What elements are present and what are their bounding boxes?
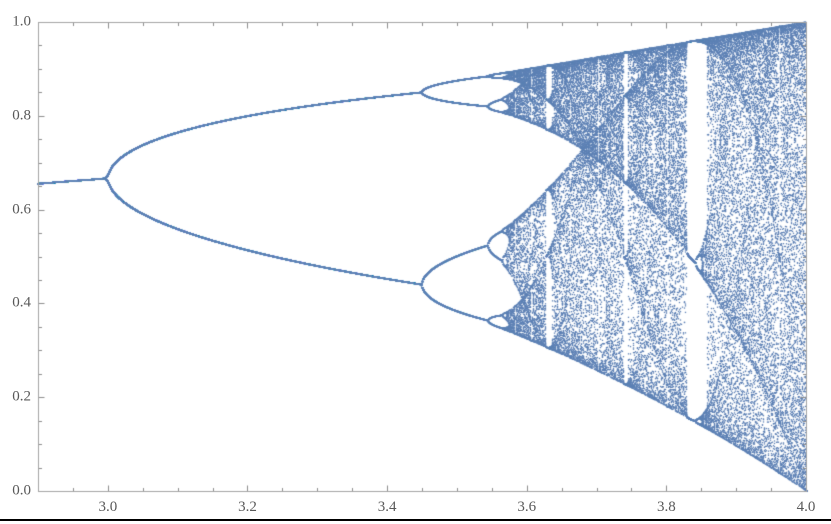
x-axis-tick-label: 3.6 [517,499,537,515]
x-axis-tick-label: 3.8 [656,499,676,515]
y-axis-tick-label: 1.0 [12,13,31,30]
y-axis-tick-label: 0.0 [12,482,31,499]
y-axis-tick-label: 0.8 [12,107,31,124]
x-axis-tick-label: 3.4 [377,499,397,515]
y-axis-tick-label: 0.4 [12,294,31,311]
x-axis-tick-label: 3.0 [98,499,118,515]
y-axis-tick-label: 0.6 [12,201,31,218]
x-axis-tick-label: 4.0 [796,499,816,515]
window-bottom-edge [0,519,831,521]
x-axis-tick-label: 3.2 [238,499,257,515]
y-axis-tick-label: 0.2 [12,388,31,405]
